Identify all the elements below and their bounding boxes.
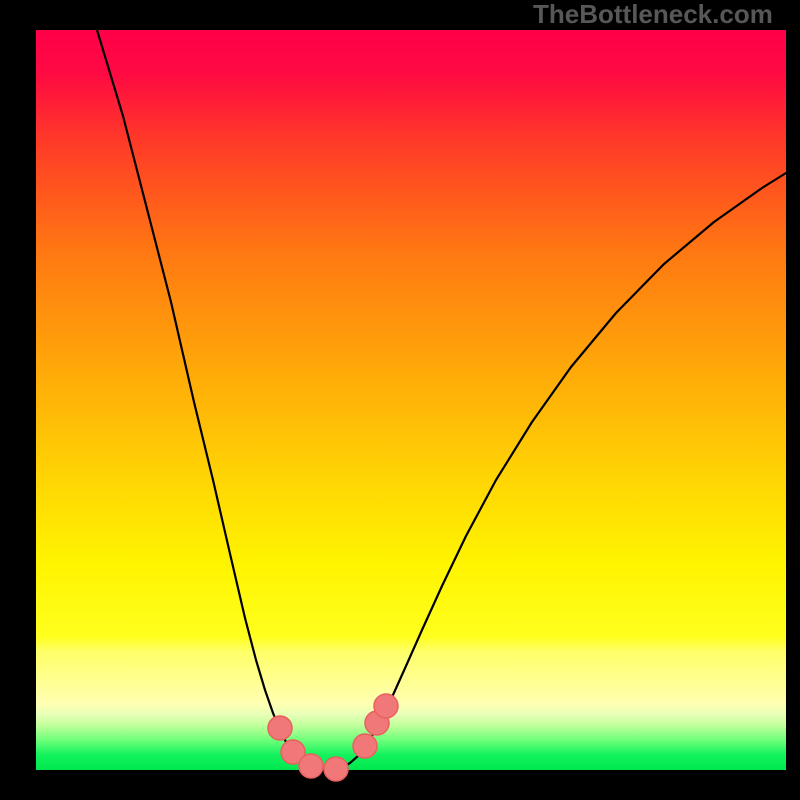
- gradient-background: [36, 30, 786, 770]
- watermark-text: TheBottleneck.com: [533, 0, 773, 30]
